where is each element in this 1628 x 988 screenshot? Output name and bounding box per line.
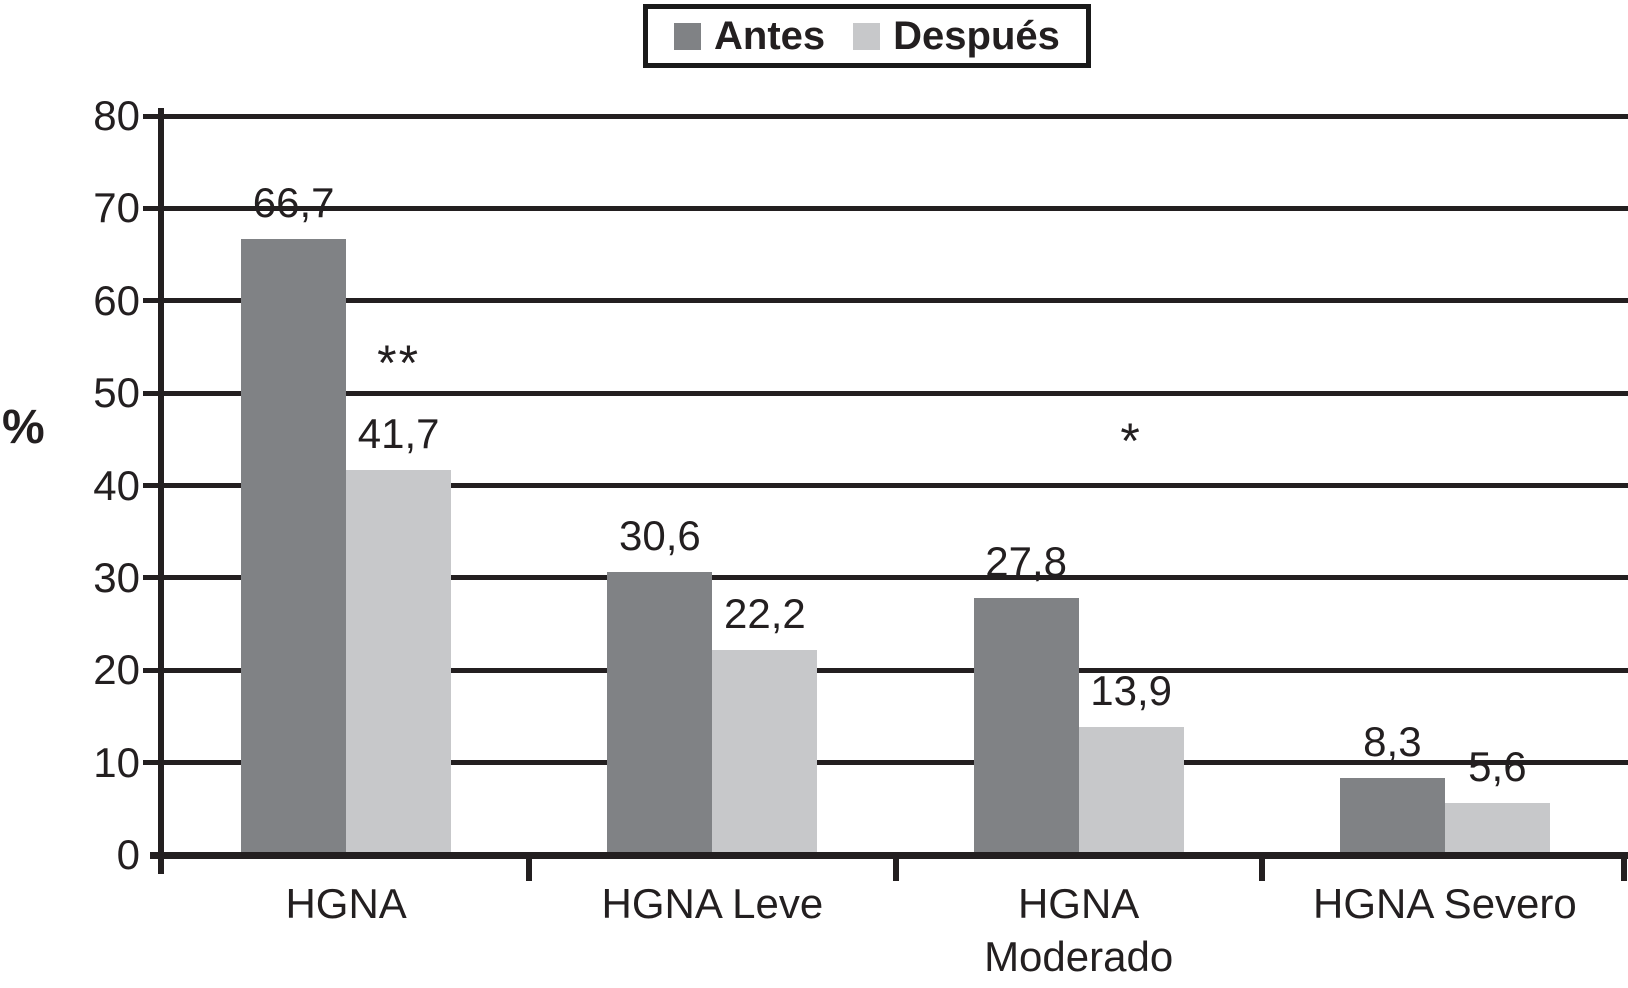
y-tick-30 (143, 575, 163, 581)
bar-antes-3 (1339, 778, 1445, 855)
gridline-30 (163, 575, 1628, 581)
chart-legend: Antes Después (643, 4, 1091, 68)
value-label-0-0: 66,7 (252, 178, 335, 226)
x-tick-1 (526, 859, 533, 881)
y-tick-10 (143, 760, 163, 766)
gridline-80 (163, 113, 1628, 119)
y-tick-label-60: 60 (93, 276, 140, 324)
bar-despues-3 (1444, 803, 1550, 855)
x-tick-2 (892, 859, 899, 881)
y-axis-title: % (2, 401, 45, 454)
value-label-0-1: 41,7 (357, 409, 440, 457)
y-tick-label-10: 10 (93, 738, 140, 786)
value-label-2-0: 27,8 (985, 538, 1067, 586)
value-label-2-1: 13,9 (1090, 666, 1172, 714)
value-label-1-1: 22,2 (724, 589, 806, 637)
y-tick-60 (143, 298, 163, 304)
significance-annotation-0: ** (377, 334, 421, 391)
y-tick-40 (143, 483, 163, 488)
x-category-label-3: HGNA Severo (1312, 880, 1577, 927)
value-label-3-1: 5,6 (1468, 743, 1527, 791)
gridline-50 (163, 390, 1628, 396)
legend-label: Después (893, 14, 1060, 58)
legend-label: Antes (714, 14, 826, 58)
legend-swatch-icon (674, 22, 701, 50)
significance-annotation-1: * (1120, 413, 1142, 470)
y-tick-70 (143, 205, 163, 211)
gridline-10 (163, 760, 1628, 766)
x-category-label-2: HGNA Moderado (984, 880, 1174, 980)
y-tick-label-70: 70 (93, 184, 140, 232)
y-tick-20 (143, 667, 163, 673)
y-tick-80 (143, 113, 163, 119)
x-category-label-1: HGNA Leve (601, 880, 824, 927)
y-axis-line (158, 108, 164, 874)
bar-despues-1 (712, 649, 818, 855)
bar-antes-0 (241, 238, 347, 855)
bar-antes-2 (973, 598, 1079, 855)
gridline-40 (163, 483, 1628, 488)
x-tick-3 (1258, 859, 1265, 881)
bar-despues-2 (1078, 726, 1184, 855)
x-tick-4 (1621, 859, 1627, 881)
x-category-label-0: HGNA (285, 880, 407, 927)
legend-item-antes: Antes (674, 16, 825, 56)
x-axis-line (150, 852, 1628, 859)
y-tick-label-40: 40 (93, 461, 140, 509)
y-tick-label-0: 0 (116, 831, 140, 878)
y-tick-50 (143, 390, 163, 396)
value-label-1-0: 30,6 (619, 512, 701, 560)
y-tick-label-50: 50 (93, 369, 140, 417)
y-tick-label-30: 30 (93, 553, 140, 601)
y-tick-label-80: 80 (93, 92, 140, 139)
bar-antes-1 (607, 572, 713, 855)
legend-item-despues: Después (853, 16, 1060, 56)
gridline-20 (163, 667, 1628, 673)
value-label-3-0: 8,3 (1363, 718, 1422, 766)
y-tick-label-20: 20 (93, 646, 140, 694)
gridline-60 (163, 298, 1628, 304)
legend-swatch-icon (853, 22, 881, 50)
bar-despues-0 (346, 469, 452, 855)
gridline-70 (163, 205, 1628, 211)
